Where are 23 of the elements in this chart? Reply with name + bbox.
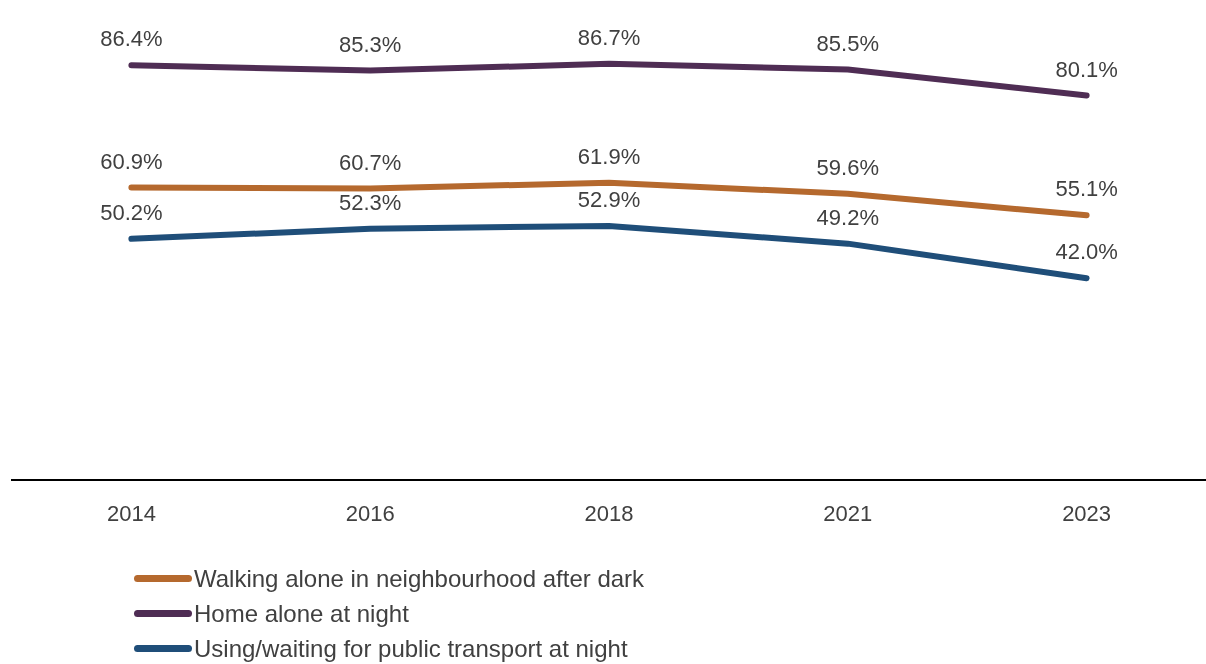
data-label: 80.1% xyxy=(1055,56,1118,82)
data-label: 86.4% xyxy=(100,26,163,52)
data-label: 52.3% xyxy=(339,189,402,215)
legend-label: Walking alone in neighbourhood after dark xyxy=(194,564,645,593)
data-label: 42.0% xyxy=(1055,239,1118,265)
legend-label: Home alone at night xyxy=(194,599,409,628)
data-label: 60.9% xyxy=(100,148,163,174)
data-label: 50.2% xyxy=(100,199,163,225)
data-label: 61.9% xyxy=(577,143,641,169)
legend-label: Using/waiting for public transport at night xyxy=(194,634,628,663)
data-label: 49.2% xyxy=(816,204,879,230)
x-tick-label: 2021 xyxy=(823,500,873,526)
x-tick-label: 2018 xyxy=(584,500,634,526)
x-tick-label: 2016 xyxy=(345,500,395,526)
data-label: 52.9% xyxy=(577,186,641,212)
data-label: 60.7% xyxy=(339,149,402,175)
data-label: 85.5% xyxy=(816,30,879,56)
x-tick-label: 2014 xyxy=(106,500,156,526)
data-label: 59.6% xyxy=(816,154,879,180)
data-label: 86.7% xyxy=(577,24,641,50)
x-tick-label: 2023 xyxy=(1062,500,1112,526)
data-label: 85.3% xyxy=(339,31,402,57)
data-label: 55.1% xyxy=(1055,176,1118,202)
